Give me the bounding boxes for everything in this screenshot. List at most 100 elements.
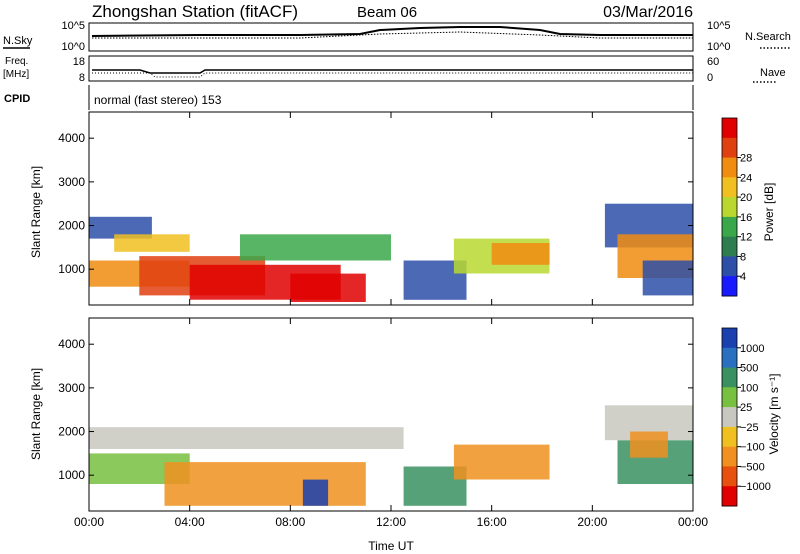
x-tick-label: 08:00	[275, 515, 305, 529]
velocity-cells	[89, 405, 693, 506]
colorbar-frame	[721, 117, 738, 297]
velocity-region	[630, 431, 668, 458]
colorbar-tick-label: 12	[740, 232, 752, 244]
freq-tick-bottom: 8	[79, 72, 85, 84]
freq-panel: Freq. [MHz] 18 8 60 0 Nave	[3, 55, 786, 84]
colorbar-tick-label: −1000	[740, 481, 771, 493]
x-tick-label: 20:00	[577, 515, 607, 529]
colorbar-tick-label: 100	[740, 382, 758, 394]
freq-label: Freq.	[5, 56, 28, 67]
power-cbar-label: Power [dB]	[762, 183, 776, 242]
colorbar-tick-label: 24	[740, 172, 752, 184]
y-tick-label: 2000	[58, 425, 85, 439]
power-y-ticks: 1000 2000 3000 4000	[58, 131, 693, 276]
y-tick-label: 1000	[58, 262, 85, 276]
nave-trace	[92, 72, 693, 78]
y-tick-label: 4000	[58, 131, 85, 145]
velocity-cbar-label: Velocity [m s⁻¹]	[767, 373, 781, 454]
date-label: 03/Mar/2016	[603, 4, 693, 21]
freq-trace	[92, 69, 693, 74]
power-region	[491, 243, 550, 265]
colorbar-tick-label: 28	[740, 153, 752, 165]
y-tick-label: 3000	[58, 175, 85, 189]
x-tick-label: 16:00	[477, 515, 507, 529]
colorbar-swatch	[722, 157, 737, 178]
nave-tick-bottom: 0	[707, 72, 713, 84]
colorbar-tick-label: 4	[740, 271, 746, 283]
power-region	[642, 260, 693, 296]
x-tick-label: 00:00	[74, 515, 104, 529]
velocity-x-ticks: 00:00 04:00 08:00 12:00 16:00 20:00 00:00	[74, 318, 708, 529]
colorbar-swatch	[722, 466, 737, 487]
colorbar-tick-label: 500	[740, 363, 758, 375]
velocity-ylabel: Slant Range [km]	[29, 368, 43, 460]
station-title: Zhongshan Station (fitACF)	[92, 2, 298, 21]
x-tick-label: 04:00	[175, 515, 205, 529]
power-region	[89, 216, 152, 239]
cpid-text: normal (fast stereo) 153	[94, 93, 222, 107]
colorbar-swatch	[722, 328, 737, 349]
power-ylabel: Slant Range [km]	[29, 166, 43, 258]
colorbar-swatch	[722, 197, 737, 218]
nave-label: Nave	[760, 67, 786, 79]
velocity-region	[453, 444, 550, 480]
velocity-region	[302, 479, 329, 506]
colorbar-swatch	[722, 137, 737, 159]
colorbar-tick-label: 16	[740, 212, 752, 224]
colorbar-swatch	[722, 236, 737, 257]
power-region	[240, 234, 391, 261]
power-x-ticks	[88, 112, 694, 305]
colorbar-swatch	[722, 367, 737, 388]
power-panel: 1000 2000 3000 4000 Slant Range [km] 4 8 12 16…	[29, 111, 776, 306]
y-tick-label: 4000	[58, 337, 85, 351]
y-tick-label: 3000	[58, 381, 85, 395]
power-region	[114, 234, 190, 252]
power-colorbar: 4 8 12 16 20 24 28	[721, 117, 752, 297]
colorbar-swatch	[722, 118, 737, 139]
nsky-label: N.Sky	[3, 35, 33, 47]
freq-tick-top: 18	[73, 56, 85, 68]
velocity-region	[89, 427, 404, 449]
colorbar-swatch	[722, 426, 737, 448]
velocity-colorbar: 1000 500 100 25 −25 −100 −500 −1000	[721, 327, 771, 507]
x-tick-label: 00:00	[678, 515, 708, 529]
colorbar-swatch	[722, 407, 737, 428]
colorbar-tick-label: −100	[740, 442, 765, 454]
nsearch-label: N.Search	[745, 31, 791, 43]
x-axis-label: Time UT	[368, 539, 414, 553]
nsearch-trace	[92, 31, 693, 39]
y-tick-label: 1000	[58, 468, 85, 482]
colorbar-tick-label: 20	[740, 192, 752, 204]
y-tick-label: 2000	[58, 219, 85, 233]
colorbar-swatch	[722, 486, 737, 507]
cpid-panel: CPID normal (fast stereo) 153	[4, 85, 694, 110]
beam-label: Beam 06	[357, 4, 417, 21]
velocity-region	[164, 462, 366, 506]
power-region	[290, 273, 366, 302]
colorbar-swatch	[722, 216, 737, 238]
x-tick-label: 12:00	[376, 515, 406, 529]
velocity-panel: 1000 2000 3000 4000 00:00 04:00 08:00 12:00 16:…	[29, 317, 781, 529]
colorbar-swatch	[722, 276, 737, 297]
freq-unit: [MHz]	[3, 69, 29, 80]
colorbar-swatch	[722, 446, 737, 467]
colorbar-tick-label: 8	[740, 251, 746, 263]
colorbar-tick-label: −500	[740, 461, 765, 473]
colorbar-tick-label: 1000	[740, 343, 764, 355]
colorbar-swatch	[722, 256, 737, 277]
nsearch-tick-top: 10^5	[707, 20, 731, 32]
colorbar-tick-label: −25	[740, 422, 759, 434]
colorbar-swatch	[722, 347, 737, 369]
colorbar-swatch	[722, 177, 737, 198]
nsearch-tick-bottom: 10^0	[707, 41, 731, 53]
colorbar-swatch	[722, 387, 737, 408]
colorbar-tick-label: 25	[740, 402, 752, 414]
nsky-panel: N.Sky 10^5 10^0 10^5 10^0 N.Search	[3, 20, 791, 53]
velocity-y-ticks: 1000 2000 3000 4000	[58, 337, 693, 482]
nsky-trace	[91, 26, 693, 37]
nsky-tick-bottom: 10^0	[61, 41, 85, 53]
cpid-label: CPID	[4, 93, 30, 105]
power-cells	[89, 203, 693, 302]
nsky-tick-top: 10^5	[61, 20, 85, 32]
